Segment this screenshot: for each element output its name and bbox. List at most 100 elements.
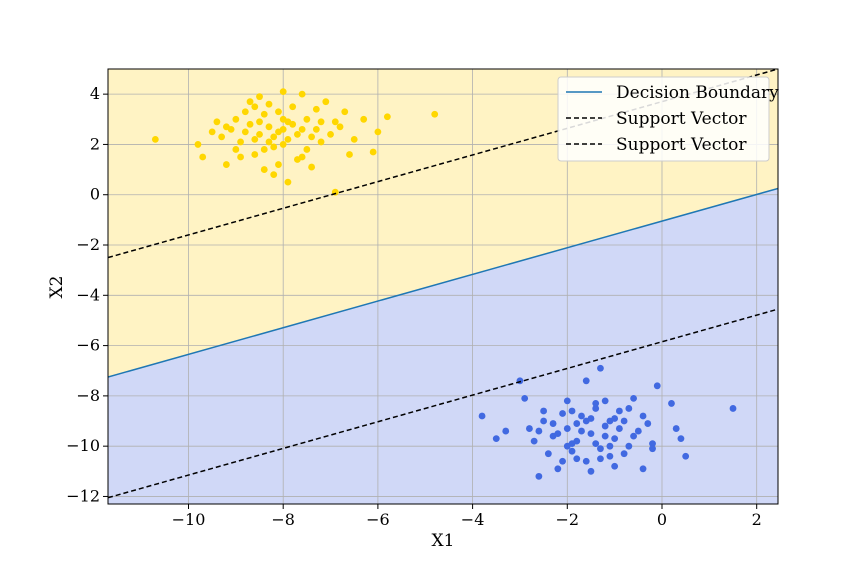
blue-class-point <box>672 425 680 432</box>
blue-class-point <box>592 440 600 448</box>
blue-class-point <box>639 412 647 420</box>
yellow-class-point <box>346 151 353 158</box>
yellow-class-point <box>246 98 254 106</box>
y-tick-label: −6 <box>76 336 100 355</box>
y-tick-label: 0 <box>90 185 100 204</box>
blue-class-point <box>611 462 619 470</box>
yellow-class-point <box>308 163 316 171</box>
x-tick-label: −10 <box>172 510 206 529</box>
y-tick-label: −12 <box>66 486 100 505</box>
blue-class-point <box>563 397 571 405</box>
x-axis-label: X1 <box>432 531 455 551</box>
blue-class-point <box>682 452 690 460</box>
yellow-class-point <box>251 103 259 111</box>
x-tick-label: −2 <box>555 510 579 529</box>
plot-frame <box>107 68 779 505</box>
yellow-class-point <box>222 161 230 168</box>
blue-class-point <box>634 427 642 435</box>
yellow-class-point <box>194 141 202 148</box>
yellow-class-point <box>336 123 344 131</box>
yellow-class-point <box>222 123 230 131</box>
yellow-class-point <box>213 118 221 126</box>
yellow-class-point <box>317 138 325 146</box>
blue-class-point <box>630 394 637 402</box>
yellow-class-point <box>246 120 254 128</box>
yellow-class-point <box>279 141 287 148</box>
legend-label: Support Vector <box>616 135 747 155</box>
yellow-class-point <box>298 90 306 98</box>
blue-class-point <box>544 450 552 458</box>
yellow-class-point <box>265 138 273 146</box>
yellow-class-point <box>341 108 349 116</box>
yellow-class-point <box>256 118 263 126</box>
y-tick-label: 2 <box>90 134 100 153</box>
yellow-class-point <box>270 171 278 179</box>
blue-class-point <box>611 435 619 443</box>
blue-class-point <box>601 422 609 430</box>
blue-class-point <box>521 394 529 402</box>
yellow-class-point <box>260 166 268 173</box>
blue-class-point <box>611 415 619 422</box>
yellow-class-point <box>284 178 292 186</box>
region-below <box>108 188 778 504</box>
yellow-class-point <box>322 98 330 106</box>
blue-class-point <box>563 442 571 450</box>
blue-class-point <box>620 417 628 425</box>
blue-class-point <box>573 455 581 463</box>
yellow-class-point <box>284 136 292 143</box>
blue-class-point <box>630 432 637 440</box>
yellow-class-point <box>308 133 316 141</box>
blue-class-point <box>502 427 510 435</box>
yellow-class-point <box>251 151 259 158</box>
yellow-class-point <box>270 133 278 141</box>
yellow-class-point <box>270 143 278 151</box>
legend: Decision Boundary Support Vector Support V… <box>557 76 779 162</box>
x-tick-label: −6 <box>366 510 390 529</box>
yellow-class-point <box>237 138 244 146</box>
data-points <box>151 88 737 480</box>
y-tick-label: −4 <box>76 285 100 304</box>
blue-class-point <box>568 447 576 455</box>
blue-class-point <box>526 425 533 432</box>
blue-class-point <box>615 407 623 415</box>
yellow-class-point <box>360 115 368 123</box>
blue-class-point <box>554 430 562 437</box>
blue-class-point <box>597 455 604 463</box>
blue-class-point <box>554 465 562 473</box>
blue-class-point <box>568 407 576 415</box>
yellow-class-point <box>298 125 306 133</box>
blue-class-point <box>597 445 604 453</box>
y-axis-label: X2 <box>47 276 67 299</box>
blue-class-point <box>668 400 675 407</box>
blue-class-point <box>578 427 585 435</box>
x-tick-label: −4 <box>461 510 485 529</box>
blue-class-point <box>549 420 557 427</box>
blue-class-point <box>639 465 647 473</box>
support-vector-line <box>108 308 778 499</box>
blue-class-point <box>615 425 623 432</box>
y-tick-label: −2 <box>76 235 100 254</box>
yellow-class-point <box>237 153 244 161</box>
y-axis-ticks: −12 −10 −8 −6 −4 −2 0 2 4 <box>66 84 108 505</box>
blue-class-point <box>644 420 652 427</box>
x-axis-ticks: −10 −8 −6 −4 −2 0 2 <box>172 504 762 529</box>
blue-class-point <box>625 442 633 450</box>
yellow-class-point <box>256 130 263 138</box>
yellow-class-point <box>151 136 159 143</box>
blue-class-point <box>606 452 614 460</box>
blue-class-point <box>559 457 566 465</box>
yellow-class-point <box>284 118 292 126</box>
blue-class-point <box>587 467 595 475</box>
blue-class-point <box>578 412 585 420</box>
yellow-class-point <box>327 130 334 138</box>
blue-class-point <box>592 400 600 407</box>
blue-class-point <box>677 435 685 443</box>
yellow-class-point <box>256 93 263 101</box>
yellow-class-point <box>218 133 226 141</box>
x-tick-label: 2 <box>752 510 762 529</box>
legend-box <box>557 76 770 162</box>
yellow-class-point <box>374 128 382 136</box>
yellow-class-point <box>383 113 391 121</box>
legend-label: Support Vector <box>616 109 747 129</box>
